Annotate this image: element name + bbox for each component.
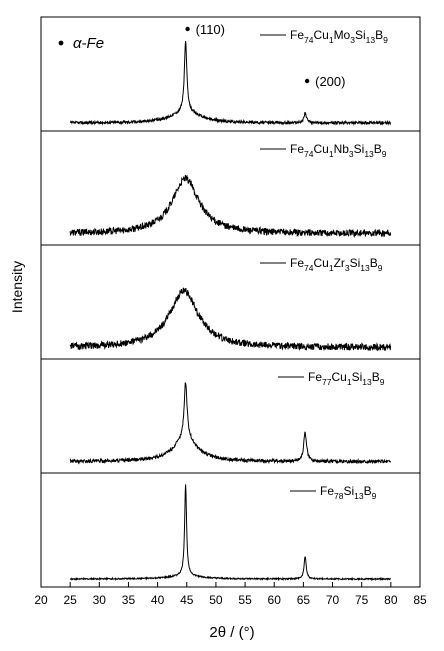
legend-label: Fe74Cu1Zr3Si13B9 <box>290 256 383 273</box>
x-tick-label: 25 <box>63 593 77 607</box>
x-axis-label: 2θ / (°) <box>209 624 254 641</box>
x-tick-label: 35 <box>122 593 136 607</box>
x-tick-label: 50 <box>209 593 223 607</box>
x-tick-label: 70 <box>326 593 340 607</box>
panels-group: Fe74Cu1Mo3Si13B9 (110) (200) α-Fe Fe74Cu1Nb3… <box>40 16 421 588</box>
x-tick-label: 45 <box>180 593 194 607</box>
legend-label: Fe78Si13B9 <box>320 484 377 501</box>
series-line <box>69 287 392 352</box>
series-line <box>69 40 392 126</box>
x-tick-label: 80 <box>384 593 398 607</box>
x-tick-label: 20 <box>34 593 48 607</box>
x-tick-label: 85 <box>413 593 427 607</box>
x-tick-label: 75 <box>355 593 369 607</box>
panel-frame <box>40 472 421 588</box>
x-tick-label: 30 <box>93 593 107 607</box>
y-axis-label: Intensity <box>9 261 25 313</box>
peak-annotation: (200) <box>315 74 345 89</box>
series-line <box>69 484 391 582</box>
panel-4: Fe77Cu1Si13B9 <box>40 358 421 474</box>
x-tick-label: 55 <box>238 593 252 607</box>
x-tick-label: 65 <box>297 593 311 607</box>
x-tick-label: 40 <box>151 593 165 607</box>
panel-1: Fe74Cu1Mo3Si13B9 (110) (200) α-Fe <box>40 16 421 132</box>
alpha-fe-legend-label: α-Fe <box>73 35 104 52</box>
panel-2: Fe74Cu1Nb3Si13B9 <box>40 130 421 246</box>
legend-label: Fe74Cu1Nb3Si13B9 <box>290 142 387 159</box>
legend-label: Fe74Cu1Mo3Si13B9 <box>290 28 388 45</box>
alpha-fe-legend-marker <box>58 40 64 46</box>
x-tick-label: 60 <box>268 593 282 607</box>
legend-label: Fe77Cu1Si13B9 <box>308 370 385 387</box>
x-axis: 20 25 30 35 40 45 50 55 60 65 70 75 80 85 <box>34 582 427 607</box>
panel-5: Fe78Si13B9 <box>40 472 421 588</box>
peak-annotation: (110) <box>196 22 225 37</box>
series-line <box>69 382 392 465</box>
alpha-fe-marker <box>185 26 190 32</box>
series-line <box>69 174 392 238</box>
panel-3: Fe74Cu1Zr3Si13B9 <box>40 244 421 360</box>
alpha-fe-marker <box>304 78 310 84</box>
